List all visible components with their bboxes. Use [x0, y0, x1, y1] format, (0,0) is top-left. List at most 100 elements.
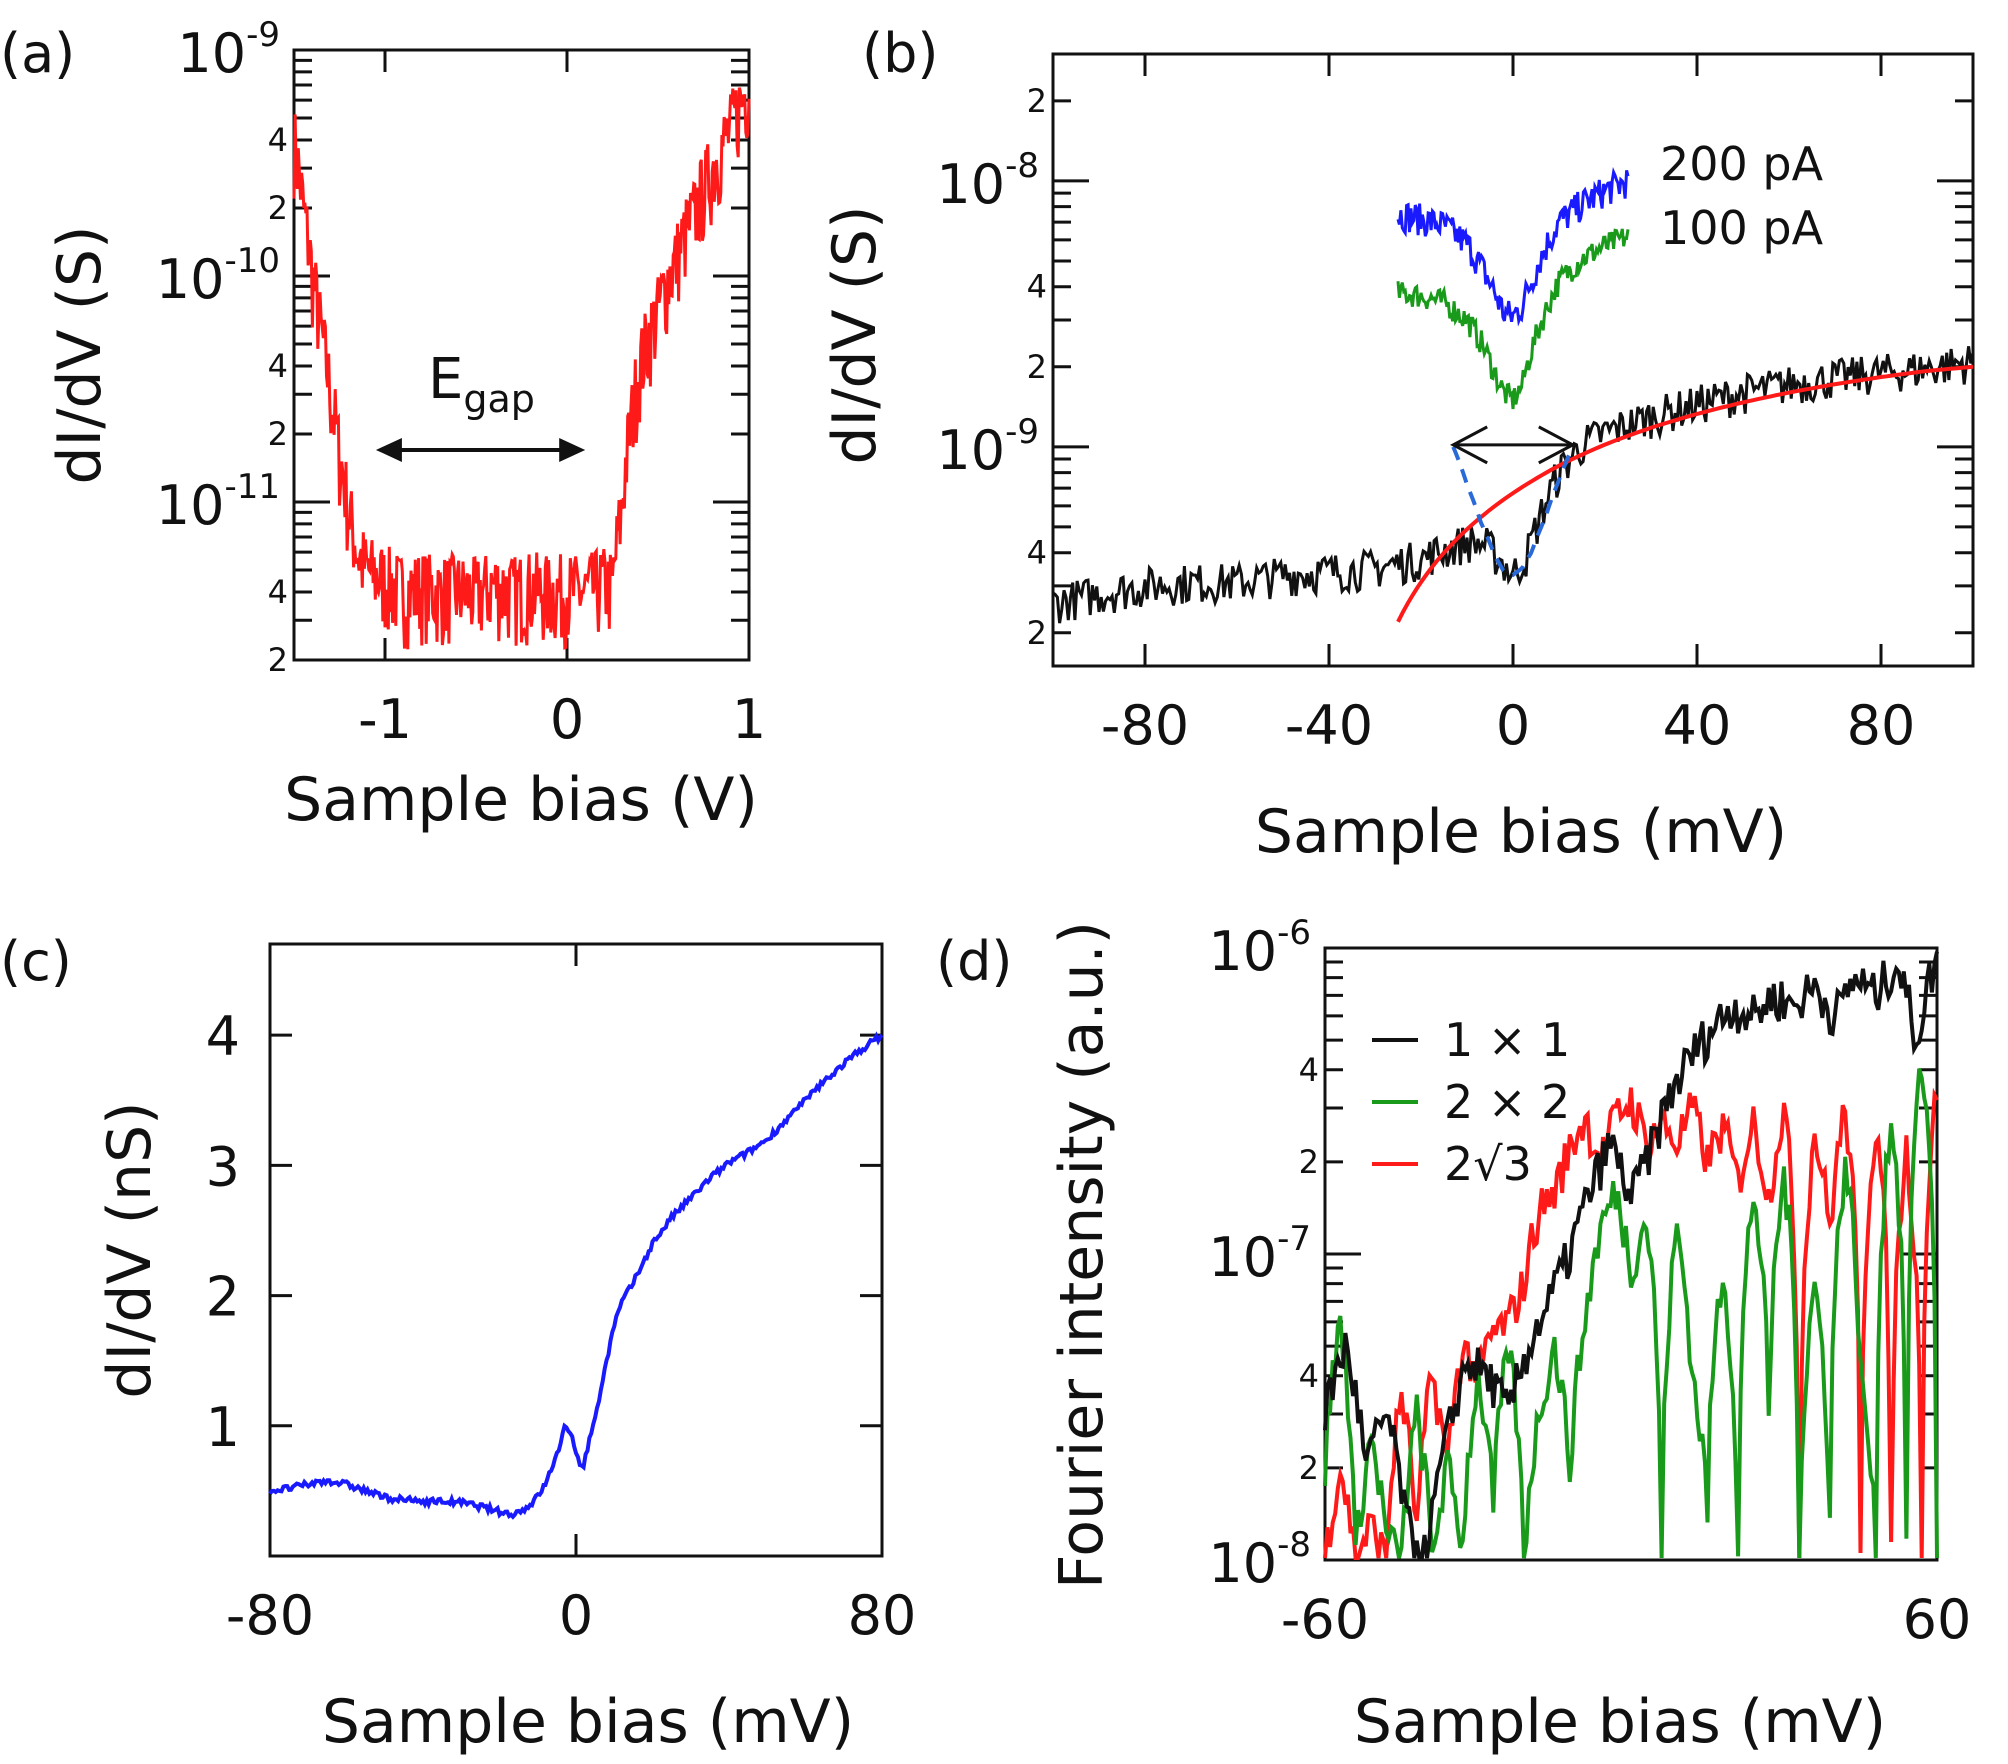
panel-c-label: (c) — [0, 930, 72, 993]
legend-100pa: 100 pA — [1660, 201, 1824, 255]
series-line-di-dv — [268, 1031, 884, 1520]
legend-200pa: 200 pA — [1660, 137, 1824, 191]
y-tick-label: 10-11 — [156, 467, 280, 537]
y-minor-tick-label: 2 — [268, 641, 288, 679]
y-tick-label: 10-8 — [1208, 1525, 1311, 1595]
y-tick-label: 10-8 — [936, 146, 1039, 216]
egap-label: Egap — [428, 347, 535, 421]
x-tick-label: 0 — [559, 1584, 593, 1647]
y-tick-exponent: -11 — [224, 467, 280, 507]
x-tick-label: 80 — [848, 1584, 917, 1647]
y-tick-label: 2 — [206, 1266, 240, 1329]
y-tick-label: 10-10 — [156, 241, 280, 311]
panel-c-ticks: -80 0 80 1 2 3 4 — [206, 944, 917, 1647]
x-tick-label: 0 — [550, 688, 584, 751]
y-tick-exponent: -9 — [1005, 412, 1039, 452]
panel-b-label: (b) — [862, 22, 938, 85]
x-tick-label: -80 — [226, 1584, 314, 1647]
y-minor-tick-label: 4 — [1299, 1051, 1319, 1089]
panel-a-series — [292, 87, 751, 650]
y-tick-base: 10 — [177, 22, 246, 85]
y-tick-label: 10-7 — [1208, 1219, 1311, 1289]
y-minor-tick-label: 4 — [1027, 534, 1047, 572]
panel-a-label: (a) — [0, 22, 75, 85]
series-line-1-1 — [1323, 951, 1939, 1560]
gap-arrow-left-head — [1449, 425, 1488, 465]
panel-d-label: (d) — [936, 930, 1012, 993]
y-minor-tick-label: 4 — [1027, 268, 1047, 306]
x-tick-label: -80 — [1101, 694, 1189, 757]
panel-c-series — [268, 1031, 884, 1520]
series-line-2-2 — [1323, 1068, 1939, 1559]
y-minor-tick-label: 2 — [1027, 82, 1047, 120]
egap-arrow-right-head — [559, 437, 586, 462]
panel-a-xlabel: Sample bias (V) — [284, 765, 758, 835]
egap-subscript: gap — [463, 377, 535, 421]
x-tick-label: 40 — [1663, 694, 1732, 757]
x-tick-label: -1 — [358, 688, 412, 751]
series-line-100-pa — [1396, 228, 1630, 410]
panel-c-ylabel: dI/dV (nS) — [95, 1101, 165, 1398]
y-tick-exponent: -10 — [224, 241, 280, 281]
legend-label: 1 × 1 — [1444, 1013, 1570, 1067]
x-tick-label: 1 — [732, 688, 766, 751]
y-tick-exponent: -6 — [1277, 913, 1311, 953]
y-tick-label: 3 — [206, 1135, 240, 1198]
panel-b-series — [1052, 167, 1975, 624]
panel-c-frame — [268, 942, 884, 1558]
y-tick-label: 1 — [206, 1396, 240, 1459]
y-tick-base: 10 — [1208, 1532, 1277, 1595]
y-tick-label: 10-6 — [1208, 913, 1311, 983]
y-minor-tick-label: 2 — [268, 189, 288, 227]
y-tick-label: 4 — [206, 1005, 240, 1068]
y-tick-base: 10 — [1208, 1226, 1277, 1289]
panel-b-gap-arrow — [1449, 425, 1577, 465]
panel-c: (c) -80 0 80 1 2 3 4 Sample bias (mV) dI/dV (n… — [0, 930, 916, 1757]
y-minor-tick-label: 2 — [1299, 1449, 1319, 1487]
panel-d-series — [1323, 951, 1939, 1560]
panel-a-ylabel: dI/dV (S) — [45, 225, 115, 484]
y-minor-tick-label: 2 — [1027, 348, 1047, 386]
panel-d-xlabel: Sample bias (mV) — [1354, 1687, 1886, 1757]
y-tick-base: 10 — [156, 474, 225, 537]
y-minor-tick-label: 2 — [1299, 1143, 1319, 1181]
x-tick-label: -40 — [1285, 694, 1373, 757]
y-tick-base: 10 — [156, 248, 225, 311]
panel-c-xlabel: Sample bias (mV) — [322, 1687, 854, 1757]
panel-d-legend: 1 × 1 2 × 2 2√3 — [1372, 1013, 1570, 1191]
y-minor-tick-label: 2 — [268, 415, 288, 453]
y-tick-label: 10-9 — [936, 412, 1039, 482]
y-minor-tick-label: 4 — [1299, 1357, 1319, 1395]
series-line-200-pa — [1396, 167, 1630, 327]
x-tick-label: 60 — [1903, 1588, 1972, 1651]
y-tick-exponent: -8 — [1277, 1525, 1311, 1565]
y-tick-exponent: -9 — [246, 15, 280, 55]
y-tick-exponent: -8 — [1005, 146, 1039, 186]
panel-a-egap-annotation: Egap — [375, 347, 586, 462]
y-minor-tick-label: 4 — [268, 121, 288, 159]
panel-d-ylabel: Fourier intensity (a.u.) — [1047, 921, 1117, 1589]
y-minor-tick-label: 4 — [268, 347, 288, 385]
panel-a-frame — [292, 48, 751, 662]
x-tick-label: 80 — [1847, 694, 1916, 757]
y-tick-base: 10 — [936, 153, 1005, 216]
series-line-spectrum — [292, 87, 751, 650]
panel-b-xlabel: Sample bias (mV) — [1255, 797, 1787, 867]
y-tick-base: 10 — [936, 419, 1005, 482]
series-line-0-mv-wide-spectrum — [1052, 346, 1975, 624]
y-tick-label: 10-9 — [177, 15, 280, 85]
series-line-fit — [1396, 364, 1974, 623]
panel-b-legend: 200 pA 100 pA — [1660, 137, 1824, 255]
y-minor-tick-label: 4 — [268, 573, 288, 611]
series-line-2-3 — [1323, 1087, 1939, 1560]
legend-label: 2 × 2 — [1444, 1075, 1570, 1129]
x-tick-label: -60 — [1281, 1588, 1369, 1651]
y-tick-exponent: -7 — [1277, 1219, 1311, 1259]
egap-main: E — [428, 347, 463, 412]
